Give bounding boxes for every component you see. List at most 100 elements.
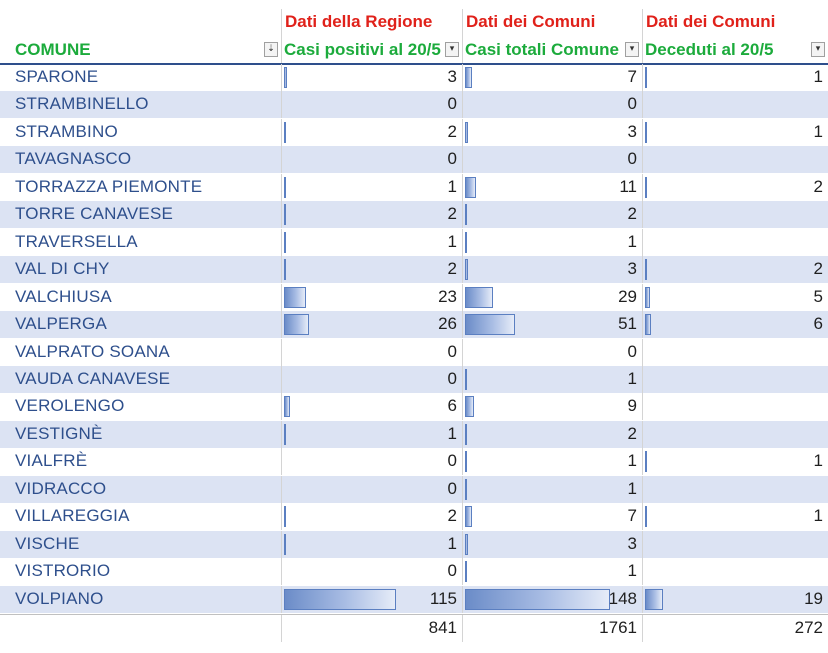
dropdown-filter-icon[interactable]: ▾ xyxy=(811,42,825,57)
casi-positivi-cell[interactable]: 6 xyxy=(281,393,462,421)
casi-totali-cell[interactable]: 3 xyxy=(462,118,642,146)
casi-totali-cell[interactable]: 1 xyxy=(462,558,642,586)
casi-positivi-cell[interactable]: 26 xyxy=(281,311,462,339)
casi-positivi-cell[interactable]: 1 xyxy=(281,173,462,201)
column-header-deceduti[interactable]: Deceduti al 20/5 ▾ xyxy=(642,36,828,63)
deceduti-cell[interactable]: 6 xyxy=(642,311,828,339)
comune-cell[interactable]: TORRAZZA PIEMONTE xyxy=(0,174,281,201)
comune-cell[interactable]: VALPRATO SOANA xyxy=(0,339,281,366)
casi-positivi-cell[interactable]: 1 xyxy=(281,228,462,256)
comune-cell[interactable]: VEROLENGO xyxy=(0,393,281,420)
casi-positivi-cell[interactable]: 1 xyxy=(281,530,462,558)
deceduti-cell[interactable] xyxy=(642,365,828,393)
casi-totali-cell[interactable]: 3 xyxy=(462,256,642,284)
casi-totali-cell[interactable]: 7 xyxy=(462,503,642,531)
dropdown-filter-icon[interactable]: ▾ xyxy=(625,42,639,57)
comune-cell[interactable]: SPARONE xyxy=(0,64,281,91)
deceduti-cell[interactable]: 1 xyxy=(642,448,828,476)
total-casi-totali-cell[interactable]: 1761 xyxy=(462,615,642,642)
deceduti-cell[interactable]: 19 xyxy=(642,585,828,613)
casi-positivi-cell[interactable]: 0 xyxy=(281,146,462,174)
comune-cell[interactable]: VIDRACCO xyxy=(0,476,281,503)
source-header-regione[interactable]: Dati della Regione xyxy=(281,9,462,36)
casi-totali-cell[interactable]: 2 xyxy=(462,420,642,448)
deceduti-cell[interactable]: 1 xyxy=(642,118,828,146)
casi-positivi-cell[interactable]: 0 xyxy=(281,558,462,586)
casi-positivi-cell[interactable]: 2 xyxy=(281,118,462,146)
source-header-comuni[interactable]: Dati dei Comuni xyxy=(642,9,828,36)
deceduti-cell[interactable]: 2 xyxy=(642,256,828,284)
casi-positivi-cell[interactable]: 3 xyxy=(281,64,462,91)
casi-totali-cell[interactable]: 2 xyxy=(462,201,642,229)
deceduti-cell[interactable] xyxy=(642,420,828,448)
deceduti-cell[interactable] xyxy=(642,146,828,174)
casi-positivi-cell[interactable]: 0 xyxy=(281,448,462,476)
deceduti-cell[interactable]: 5 xyxy=(642,283,828,311)
total-deceduti-cell[interactable]: 272 xyxy=(642,615,828,642)
casi-totali-cell[interactable]: 51 xyxy=(462,311,642,339)
comune-cell[interactable]: VALPERGA xyxy=(0,311,281,338)
casi-positivi-cell[interactable]: 0 xyxy=(281,475,462,503)
casi-totali-cell[interactable]: 0 xyxy=(462,146,642,174)
table-row: STRAMBINO 2 3 1 xyxy=(0,118,828,146)
casi-positivi-cell[interactable]: 115 xyxy=(281,585,462,613)
comune-cell[interactable]: VILLAREGGIA xyxy=(0,503,281,530)
deceduti-cell[interactable]: 2 xyxy=(642,173,828,201)
deceduti-cell[interactable] xyxy=(642,393,828,421)
casi-totali-cell[interactable]: 1 xyxy=(462,228,642,256)
casi-positivi-cell[interactable]: 1 xyxy=(281,420,462,448)
deceduti-cell[interactable] xyxy=(642,228,828,256)
casi-totali-cell[interactable]: 1 xyxy=(462,448,642,476)
deceduti-cell[interactable] xyxy=(642,558,828,586)
deceduti-cell[interactable] xyxy=(642,530,828,558)
comune-cell[interactable]: TORRE CANAVESE xyxy=(0,201,281,228)
casi-totali-cell[interactable]: 29 xyxy=(462,283,642,311)
casi-totali-cell[interactable]: 148 xyxy=(462,585,642,613)
casi-positivi-cell[interactable]: 2 xyxy=(281,256,462,284)
column-header-casi-totali[interactable]: Casi totali Comune ▾ xyxy=(462,36,642,63)
column-header-comune[interactable]: COMUNE ⇣ xyxy=(0,36,281,63)
casi-totali-cell[interactable]: 7 xyxy=(462,64,642,91)
source-header-empty[interactable] xyxy=(0,9,281,36)
casi-totali-cell[interactable]: 11 xyxy=(462,173,642,201)
comune-cell[interactable]: VAUDA CANAVESE xyxy=(0,366,281,393)
casi-positivi-cell[interactable]: 0 xyxy=(281,365,462,393)
comune-cell[interactable]: TRAVERSELLA xyxy=(0,229,281,256)
casi-positivi-cell[interactable]: 2 xyxy=(281,503,462,531)
total-casi-positivi: 841 xyxy=(428,618,457,637)
deceduti-cell[interactable]: 1 xyxy=(642,503,828,531)
casi-positivi-cell[interactable]: 0 xyxy=(281,91,462,119)
comune-cell[interactable]: STRAMBINELLO xyxy=(0,91,281,118)
comune-cell[interactable]: VESTIGNÈ xyxy=(0,421,281,448)
comune-cell[interactable]: TAVAGNASCO xyxy=(0,146,281,173)
deceduti-cell[interactable] xyxy=(642,91,828,119)
total-casi-positivi-cell[interactable]: 841 xyxy=(281,615,462,642)
deceduti-cell[interactable]: 1 xyxy=(642,64,828,91)
source-header-comuni[interactable]: Dati dei Comuni xyxy=(462,9,642,36)
casi-totali-cell[interactable]: 3 xyxy=(462,530,642,558)
comune-cell[interactable]: STRAMBINO xyxy=(0,119,281,146)
casi-positivi-cell[interactable]: 23 xyxy=(281,283,462,311)
casi-totali-cell[interactable]: 0 xyxy=(462,338,642,366)
comune-cell[interactable]: VALCHIUSA xyxy=(0,284,281,311)
casi-totali-cell[interactable]: 0 xyxy=(462,91,642,119)
dropdown-filter-icon[interactable]: ▾ xyxy=(445,42,459,57)
comune-cell[interactable]: VIALFRÈ xyxy=(0,448,281,475)
comune-cell[interactable]: VOLPIANO xyxy=(0,586,281,613)
deceduti-cell[interactable] xyxy=(642,475,828,503)
source-header-row: Dati della Regione Dati dei Comuni Dati … xyxy=(0,9,828,36)
comune-cell[interactable]: VAL DI CHY xyxy=(0,256,281,283)
casi-totali-cell[interactable]: 1 xyxy=(462,475,642,503)
comune-cell[interactable]: VISCHE xyxy=(0,531,281,558)
comune-cell[interactable]: VISTRORIO xyxy=(0,558,281,585)
deceduti-cell[interactable] xyxy=(642,201,828,229)
column-header-casi-positivi[interactable]: Casi positivi al 20/5 ▾ xyxy=(281,36,462,63)
deceduti-cell[interactable] xyxy=(642,338,828,366)
totals-label-cell[interactable] xyxy=(0,615,281,642)
casi-totali-cell[interactable]: 9 xyxy=(462,393,642,421)
casi-positivi-cell[interactable]: 2 xyxy=(281,201,462,229)
casi-totali-cell[interactable]: 1 xyxy=(462,365,642,393)
sort-filter-icon[interactable]: ⇣ xyxy=(264,42,278,57)
casi-positivi-cell[interactable]: 0 xyxy=(281,338,462,366)
data-bar xyxy=(645,286,650,308)
